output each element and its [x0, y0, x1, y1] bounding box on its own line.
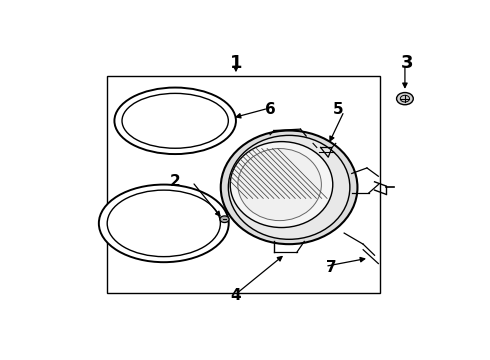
Text: 2: 2 [170, 174, 180, 189]
Circle shape [396, 93, 413, 105]
Circle shape [220, 216, 229, 222]
Bar [107, 76, 380, 293]
Ellipse shape [122, 93, 228, 148]
Text: 7: 7 [325, 260, 336, 275]
Ellipse shape [107, 190, 220, 257]
Text: 3: 3 [400, 54, 413, 72]
Ellipse shape [115, 87, 236, 154]
Ellipse shape [230, 141, 333, 228]
Ellipse shape [228, 135, 350, 239]
Ellipse shape [238, 149, 321, 221]
Text: 4: 4 [231, 288, 241, 303]
Text: 6: 6 [265, 102, 275, 117]
Ellipse shape [99, 185, 229, 262]
Text: 1: 1 [230, 54, 242, 72]
Ellipse shape [220, 131, 358, 244]
Text: 5: 5 [333, 102, 344, 117]
